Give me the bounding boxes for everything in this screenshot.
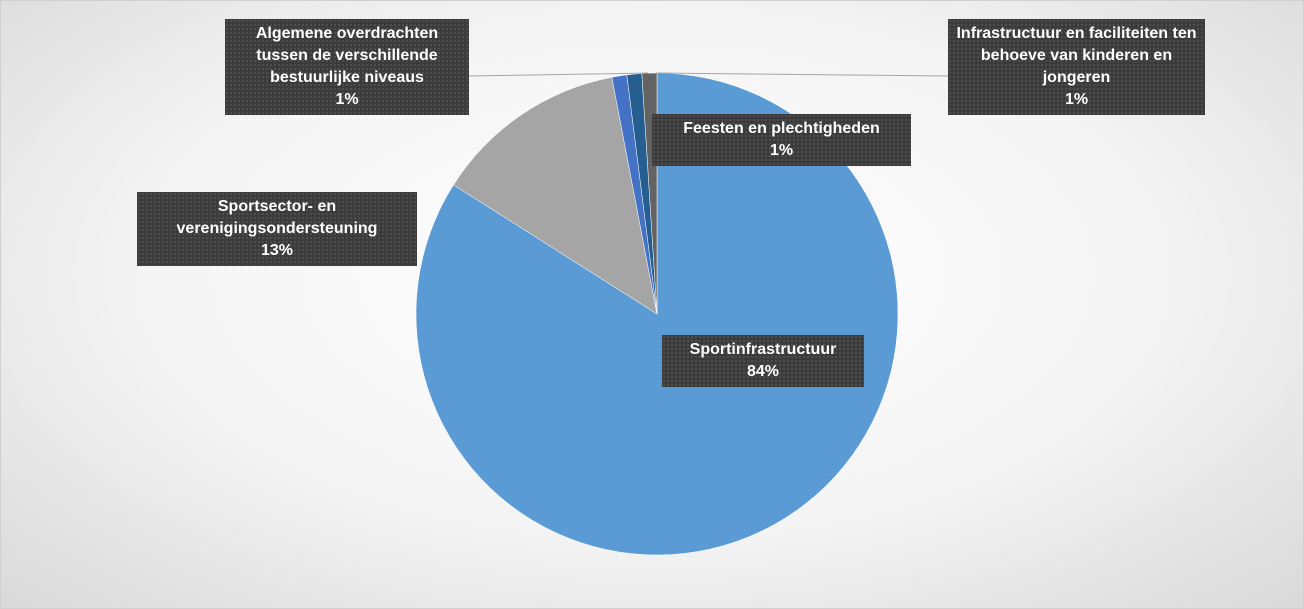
value-label: 1% — [1064, 91, 1089, 108]
data-label: Algemene overdrachten tussen de verschil… — [225, 19, 469, 115]
category-label: Sportinfrastructuur — [689, 341, 837, 358]
data-label: Feesten en plechtigheden 1% — [652, 114, 911, 166]
category-label: Algemene overdrachten tussen de verschil… — [255, 25, 439, 86]
value-label: 1% — [769, 142, 794, 159]
category-label: Infrastructuur en faciliteiten ten behoe… — [956, 25, 1197, 86]
data-label: Sportinfrastructuur 84% — [662, 335, 864, 387]
category-label: Sportsector- en verenigingsondersteuning — [176, 198, 378, 237]
value-label: 1% — [335, 91, 359, 108]
category-label: Feesten en plechtigheden — [683, 120, 880, 137]
leader-line — [655, 72, 949, 77]
value-label: 13% — [260, 242, 294, 259]
value-label: 84% — [746, 363, 780, 380]
data-label: Sportsector- en verenigingsondersteuning… — [137, 192, 417, 266]
data-label: Infrastructuur en faciliteiten ten behoe… — [948, 19, 1205, 115]
leader-line — [468, 72, 649, 77]
pie-slice — [453, 76, 658, 315]
